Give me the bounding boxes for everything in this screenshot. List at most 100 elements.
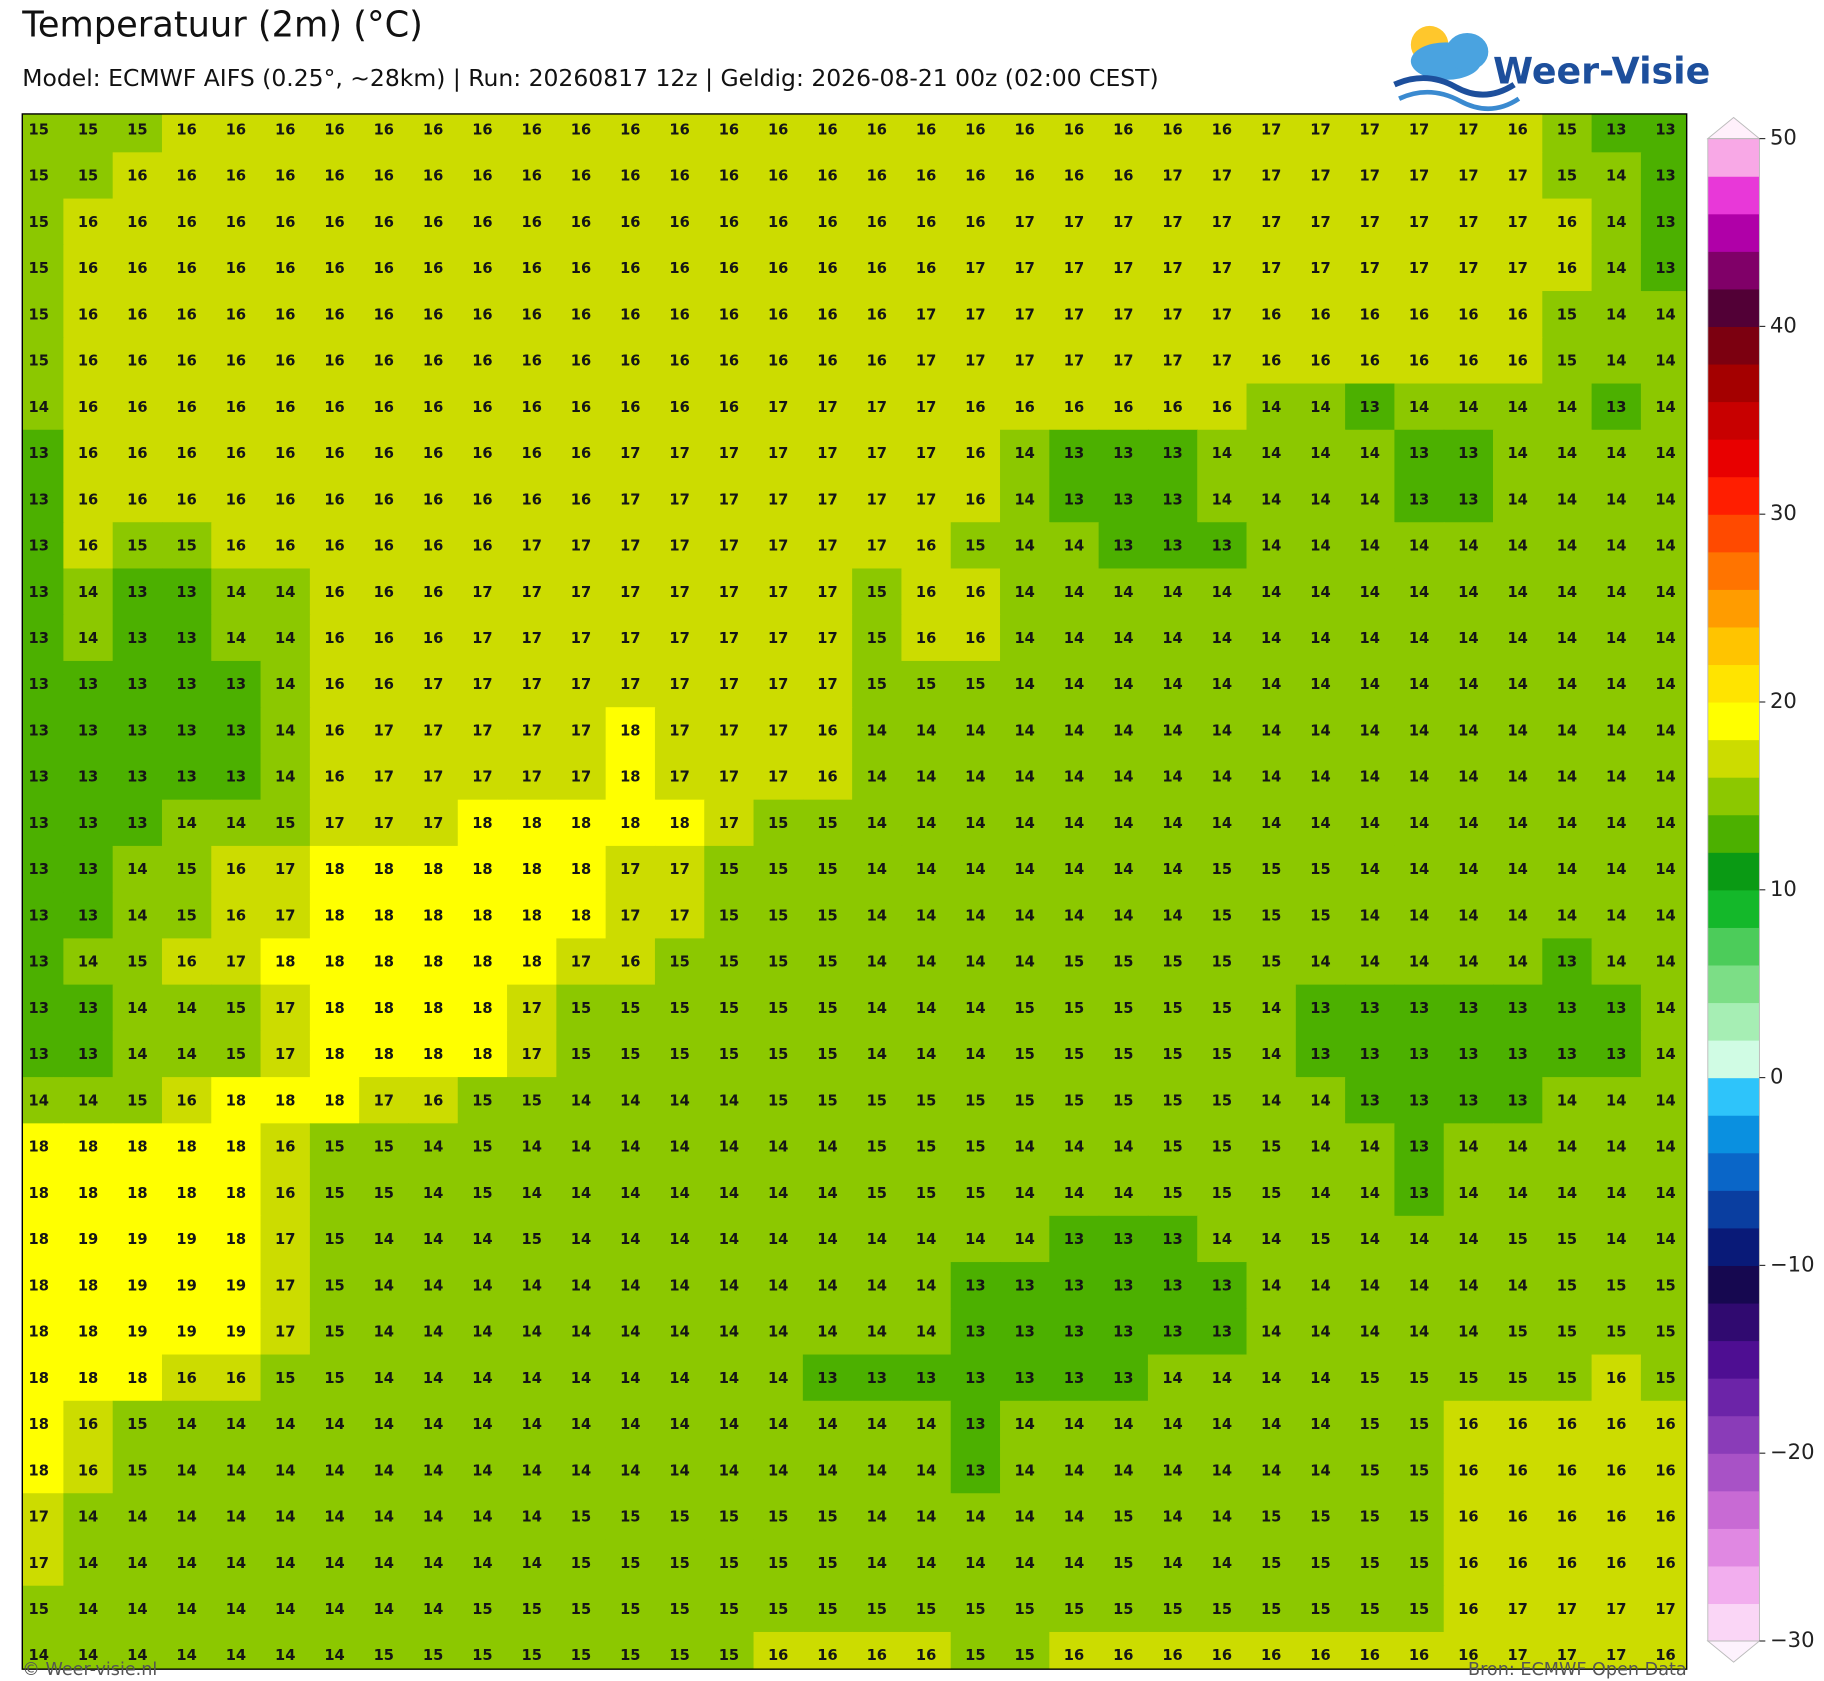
temp-label: 16 xyxy=(324,121,344,138)
temp-label: 16 xyxy=(571,168,591,185)
temp-cell xyxy=(901,799,952,847)
temp-label: 14 xyxy=(423,1462,443,1479)
temp-label: 16 xyxy=(127,260,147,277)
temp-cell xyxy=(753,1215,804,1263)
temp-cell xyxy=(1295,1169,1346,1217)
temp-label: 17 xyxy=(1162,168,1182,185)
temp-cell xyxy=(852,1215,903,1263)
colorbar-band xyxy=(1707,1190,1760,1229)
temp-cell xyxy=(605,892,656,940)
temp-cell xyxy=(112,383,163,431)
temp-label: 15 xyxy=(1113,954,1133,971)
temp-label: 14 xyxy=(1507,491,1527,508)
temp-label: 15 xyxy=(78,121,98,138)
temp-label: 18 xyxy=(571,907,591,924)
temp-label: 15 xyxy=(965,1647,985,1664)
logo-wave xyxy=(1393,75,1516,98)
temp-label: 16 xyxy=(275,353,295,370)
temp-label: 17 xyxy=(719,491,739,508)
temp-label: 15 xyxy=(867,1601,887,1618)
temp-cell xyxy=(359,1169,410,1217)
temp-cell xyxy=(1197,845,1248,893)
temp-cell xyxy=(408,753,459,801)
temp-cell xyxy=(556,845,607,893)
temp-label: 17 xyxy=(1113,306,1133,323)
temp-label: 15 xyxy=(867,1185,887,1202)
temp-label: 14 xyxy=(669,1416,689,1433)
temp-cell xyxy=(1098,753,1149,801)
temp-label: 13 xyxy=(29,1000,49,1017)
temp-cell xyxy=(1640,475,1687,523)
temp-label: 18 xyxy=(127,1139,147,1156)
temp-label: 17 xyxy=(965,306,985,323)
temp-label: 15 xyxy=(127,1092,147,1109)
temp-cell xyxy=(1246,1308,1297,1356)
temp-label: 16 xyxy=(867,214,887,231)
temp-label: 14 xyxy=(176,1647,196,1664)
temp-label: 13 xyxy=(1162,491,1182,508)
temp-cell xyxy=(408,1077,459,1125)
temp-label: 14 xyxy=(1606,306,1626,323)
temp-label: 15 xyxy=(768,1555,788,1572)
temp-label: 16 xyxy=(78,214,98,231)
temp-label: 14 xyxy=(571,1370,591,1387)
temp-cell xyxy=(260,383,311,431)
temp-label: 14 xyxy=(324,1601,344,1618)
temp-label: 15 xyxy=(1064,1601,1084,1618)
temp-cell xyxy=(1098,1123,1149,1171)
temp-label: 15 xyxy=(1557,353,1577,370)
temp-cell xyxy=(1640,568,1687,616)
temp-label: 14 xyxy=(324,1555,344,1572)
temp-cell xyxy=(1542,707,1593,755)
temp-label: 14 xyxy=(1655,584,1675,601)
temp-cell xyxy=(1542,429,1593,477)
temp-label: 14 xyxy=(1655,722,1675,739)
temp-label: 16 xyxy=(1113,168,1133,185)
temp-cell xyxy=(1394,475,1445,523)
temp-label: 14 xyxy=(1014,861,1034,878)
temp-cell xyxy=(112,152,163,200)
temp-label: 14 xyxy=(768,1139,788,1156)
colorbar-tick-label: −10 xyxy=(1770,1251,1815,1276)
temp-cell xyxy=(408,660,459,708)
footer-right: Bron: ECMWF Open Data xyxy=(1468,1660,1687,1680)
temp-label: 15 xyxy=(1113,1092,1133,1109)
temp-label: 16 xyxy=(719,214,739,231)
temp-label: 13 xyxy=(1458,1092,1478,1109)
temp-cell xyxy=(1542,938,1593,986)
temp-label: 17 xyxy=(768,769,788,786)
temp-label: 17 xyxy=(1409,260,1429,277)
temp-cell xyxy=(1147,892,1198,940)
temp-label: 16 xyxy=(669,353,689,370)
temp-cell xyxy=(1591,337,1642,385)
temp-cell xyxy=(654,244,705,292)
temp-label: 14 xyxy=(669,1370,689,1387)
temp-label: 14 xyxy=(1014,722,1034,739)
temp-cell xyxy=(852,152,903,200)
temp-label: 14 xyxy=(522,1277,542,1294)
temp-cell xyxy=(507,1262,558,1309)
temp-label: 15 xyxy=(324,1231,344,1248)
temp-label: 14 xyxy=(817,1231,837,1248)
temp-cell xyxy=(507,568,558,616)
temp-label: 17 xyxy=(1557,1601,1577,1618)
temp-label: 15 xyxy=(1162,1185,1182,1202)
temp-cell xyxy=(556,1354,607,1402)
temp-cell xyxy=(63,522,114,570)
temp-label: 13 xyxy=(1409,1092,1429,1109)
temp-label: 16 xyxy=(1409,306,1429,323)
temp-cell xyxy=(1098,707,1149,755)
temp-cell xyxy=(359,522,410,570)
temp-cell xyxy=(211,1354,262,1402)
title: Temperatuur (2m) (°C) xyxy=(21,4,423,45)
temp-label: 15 xyxy=(669,1601,689,1618)
temp-cell xyxy=(161,113,212,154)
temp-label: 16 xyxy=(324,769,344,786)
temp-label: 17 xyxy=(867,445,887,462)
temp-cell xyxy=(1493,892,1544,940)
temp-cell xyxy=(260,1169,311,1217)
temp-label: 17 xyxy=(522,538,542,555)
temp-cell xyxy=(1640,522,1687,570)
temp-label: 14 xyxy=(1310,1139,1330,1156)
temp-cell xyxy=(1295,984,1346,1032)
